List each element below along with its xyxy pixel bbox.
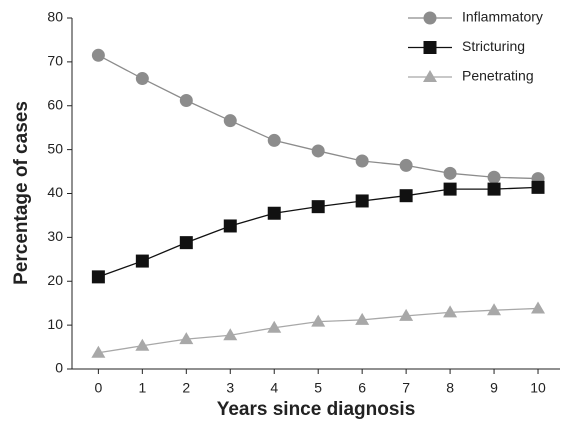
- marker: [443, 182, 457, 196]
- marker: [531, 301, 546, 314]
- x-tick-label: 2: [182, 380, 190, 396]
- legend-marker: [423, 41, 437, 54]
- marker: [531, 180, 545, 194]
- marker: [267, 320, 282, 333]
- x-tick-label: 3: [226, 380, 234, 396]
- x-tick-label: 7: [402, 380, 410, 396]
- y-tick-label: 80: [47, 9, 63, 25]
- marker: [267, 133, 281, 147]
- y-tick-label: 50: [47, 140, 63, 156]
- x-tick-label: 6: [358, 380, 366, 396]
- marker: [487, 170, 501, 184]
- marker: [311, 200, 325, 214]
- y-tick-label: 30: [47, 228, 63, 244]
- legend-label: Penetrating: [462, 68, 534, 84]
- marker: [223, 219, 237, 233]
- marker: [487, 182, 501, 196]
- marker: [91, 270, 105, 284]
- y-tick-label: 60: [47, 96, 63, 112]
- marker: [91, 48, 105, 62]
- y-tick-label: 40: [47, 184, 63, 200]
- x-tick-label: 5: [314, 380, 322, 396]
- y-axis-title: Percentage of cases: [11, 101, 32, 285]
- x-tick-label: 4: [270, 380, 278, 396]
- marker: [311, 144, 325, 158]
- marker: [399, 308, 414, 321]
- x-tick-label: 9: [490, 380, 498, 396]
- x-tick-label: 10: [530, 380, 546, 396]
- x-tick-label: 8: [446, 380, 454, 396]
- marker: [355, 194, 369, 208]
- marker: [91, 345, 106, 358]
- marker: [267, 206, 281, 220]
- marker: [223, 328, 238, 341]
- legend-marker: [423, 70, 437, 82]
- marker: [399, 158, 413, 172]
- x-tick-label: 0: [94, 380, 102, 396]
- marker: [443, 305, 458, 318]
- legend-marker: [423, 11, 437, 25]
- y-tick-label: 0: [55, 360, 63, 376]
- marker: [487, 303, 502, 316]
- marker: [443, 166, 457, 180]
- marker: [399, 189, 413, 203]
- marker: [355, 312, 370, 325]
- marker: [179, 236, 193, 250]
- marker: [311, 314, 326, 327]
- legend-label: Inflammatory: [462, 9, 543, 25]
- marker: [223, 114, 237, 128]
- legend-label: Stricturing: [462, 38, 525, 54]
- marker: [179, 93, 193, 107]
- y-tick-label: 70: [47, 53, 63, 69]
- marker: [135, 72, 149, 86]
- marker: [135, 254, 149, 268]
- y-tick-label: 20: [47, 272, 63, 288]
- x-axis-title: Years since diagnosis: [217, 399, 416, 420]
- marker: [179, 332, 194, 345]
- marker: [355, 154, 369, 168]
- y-tick-label: 10: [47, 316, 63, 332]
- marker: [135, 338, 150, 351]
- x-tick-label: 1: [138, 380, 146, 396]
